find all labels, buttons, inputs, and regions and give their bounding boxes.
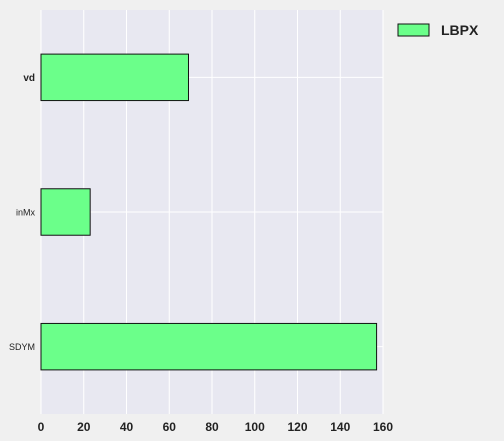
x-tick-label: 80: [205, 420, 219, 434]
x-tick-label: 120: [287, 420, 307, 434]
bar-sdym: [40, 322, 378, 371]
x-tick-label: 160: [373, 420, 393, 434]
x-tick-label: 60: [163, 420, 177, 434]
x-tick-label: 20: [77, 420, 91, 434]
x-tick-label: 140: [330, 420, 350, 434]
x-axis-ticks: 0 20 40 60 80 100 120 140 160: [38, 420, 394, 434]
x-tick-label: 100: [245, 420, 265, 434]
bar-vd: [40, 53, 189, 102]
y-tick-label-sdym: SDYM: [9, 342, 35, 352]
y-tick-label-vd: vd: [23, 73, 35, 84]
y-axis-ticks: vd inMx SDYM: [9, 73, 36, 352]
bars: [40, 53, 378, 371]
legend-label-lbpx: LBPX: [441, 22, 479, 38]
y-tick-label-inmx: inMx: [16, 208, 36, 218]
legend: LBPX: [397, 22, 479, 38]
legend-swatch-lbpx: [397, 23, 430, 37]
bar-inmx: [40, 188, 91, 236]
x-tick-label: 40: [120, 420, 134, 434]
x-tick-label: 0: [38, 420, 45, 434]
